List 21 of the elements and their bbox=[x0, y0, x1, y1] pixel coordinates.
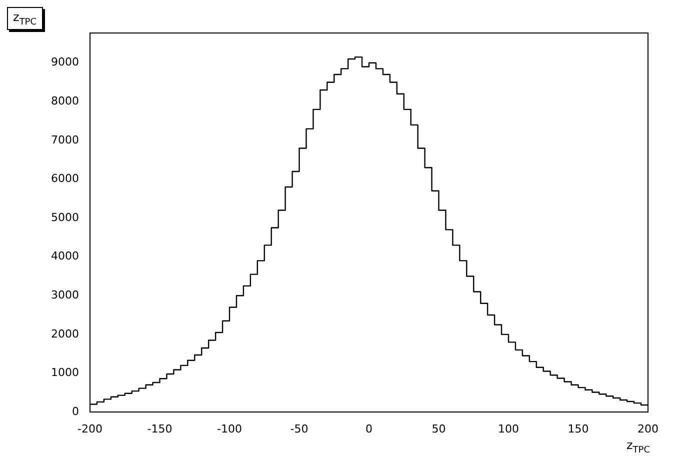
chart-title: z$_{TPC}$ bbox=[7, 7, 43, 30]
x-tick-label: -50 bbox=[290, 422, 308, 436]
x-tick-label: 150 bbox=[568, 422, 589, 436]
x-tick-label: 100 bbox=[498, 422, 519, 436]
x-tick-label: 200 bbox=[638, 422, 658, 436]
y-tick-label: 4000 bbox=[51, 250, 79, 263]
y-tick-label: 8000 bbox=[51, 94, 79, 108]
y-tick-label: 7000 bbox=[51, 133, 79, 146]
x-tick-label: -150 bbox=[147, 422, 172, 436]
y-tick-label: 6000 bbox=[51, 172, 79, 186]
y-tick-label: 0 bbox=[72, 404, 79, 418]
x-tick-label: -200 bbox=[78, 422, 102, 436]
y-tick-label: 2000 bbox=[51, 327, 79, 340]
x-tick-label: -100 bbox=[217, 422, 242, 436]
y-tick-label: 1000 bbox=[51, 366, 79, 380]
y-tick-label: 5000 bbox=[51, 210, 79, 224]
x-tick-label: 0 bbox=[366, 422, 372, 436]
x-axis-title: z$_{TPC}$ bbox=[626, 438, 650, 456]
y-tick-label: 9000 bbox=[51, 56, 79, 69]
y-tick-label: 3000 bbox=[51, 288, 79, 302]
x-tick-label: 50 bbox=[432, 422, 446, 436]
